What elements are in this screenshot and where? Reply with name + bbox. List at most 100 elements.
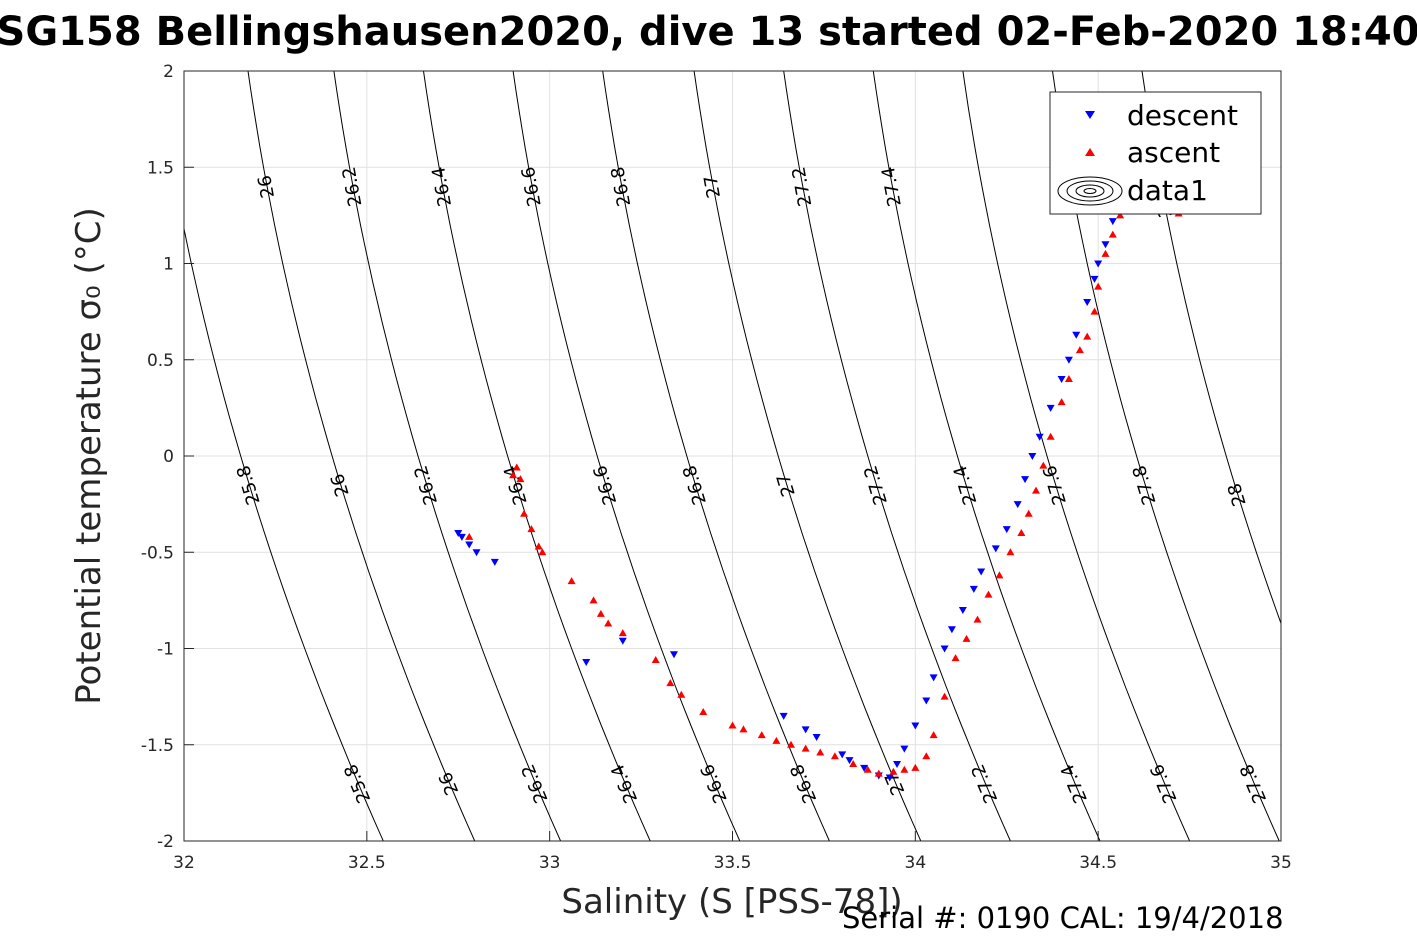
density-contour-label: 27 xyxy=(700,173,725,199)
ascent-point xyxy=(940,692,949,700)
ascent-point xyxy=(739,725,748,733)
ascent-point xyxy=(534,542,543,550)
density-contour-label: 26 xyxy=(435,769,463,798)
descent-point xyxy=(618,637,627,645)
series-ascent xyxy=(465,209,1183,777)
ascent-point xyxy=(1006,548,1015,556)
density-contour-line xyxy=(962,71,1191,841)
ascent-point xyxy=(1057,398,1066,406)
density-contour-label: 26.8 xyxy=(786,761,821,806)
density-contour-label: 26.8 xyxy=(679,463,711,507)
ascent-point xyxy=(512,463,521,471)
descent-point xyxy=(472,549,481,557)
descent-point xyxy=(1046,404,1055,412)
density-contour-line xyxy=(872,71,1101,841)
density-contour-label: 26.2 xyxy=(410,463,442,507)
descent-point xyxy=(454,530,463,537)
density-contour-line xyxy=(693,71,922,841)
density-contour-label: 25.8 xyxy=(340,761,375,806)
ascent-point xyxy=(1039,461,1048,469)
descent-point xyxy=(969,585,978,593)
descent-point xyxy=(1090,275,1099,283)
ascent-point xyxy=(596,609,605,617)
density-contour-labels: 25.825.826262626.226.226.226.426.426.426… xyxy=(233,165,1271,806)
descent-point xyxy=(1083,299,1092,306)
density-contour-label: 27.2 xyxy=(967,761,1002,806)
ascent-point xyxy=(900,765,909,773)
density-contours xyxy=(184,71,1281,841)
ascent-point xyxy=(863,765,872,773)
ascent-point xyxy=(1094,282,1103,290)
ascent-point xyxy=(849,760,858,767)
descent-point xyxy=(893,761,902,768)
density-contour-line xyxy=(184,226,384,841)
ascent-point xyxy=(699,708,708,716)
legend-data1-icon xyxy=(1057,176,1123,206)
density-contour-label: 27.4 xyxy=(950,463,982,507)
serial-calibration-text: Serial #: 0190 CAL: 19/4/2018 xyxy=(842,901,1284,935)
ascent-point xyxy=(1116,211,1125,219)
ascent-point xyxy=(889,767,898,775)
density-contour-line xyxy=(247,71,476,841)
descent-point xyxy=(977,568,986,576)
ascent-point xyxy=(1083,332,1092,340)
ascent-point xyxy=(830,752,839,760)
ascent-point xyxy=(951,654,960,662)
descent-point xyxy=(1094,260,1103,268)
density-contour-label: 27.6 xyxy=(1039,463,1071,507)
ascent-point xyxy=(787,740,796,748)
x-tick-label: 32.5 xyxy=(348,853,386,873)
descent-point xyxy=(1013,501,1022,509)
ascent-point xyxy=(973,615,982,623)
chart-title: SG158 Bellingshausen2020, dive 13 starte… xyxy=(0,9,1417,55)
ascent-point xyxy=(816,748,825,756)
density-contour-label: 26.2 xyxy=(518,761,553,806)
x-tick-label: 34 xyxy=(905,853,927,873)
descent-point xyxy=(1002,526,1011,534)
y-tick-label: 0.5 xyxy=(147,351,174,371)
ascent-point xyxy=(677,690,686,698)
descent-point xyxy=(812,734,821,742)
ascent-point xyxy=(509,471,518,479)
density-contour-label: 27.4 xyxy=(1057,761,1092,806)
density-contour-label: 27.4 xyxy=(878,165,906,208)
density-contour-label: 25.8 xyxy=(233,463,265,507)
ascent-point xyxy=(772,736,781,744)
density-contour-label: 27.8 xyxy=(1129,463,1161,507)
density-contour-label: 26.6 xyxy=(590,463,622,507)
ascent-point xyxy=(801,744,810,752)
ascent-point xyxy=(1108,230,1117,238)
y-axis-ticks: -2 -1.5 -1 -0.5 0 0.5 1 1.5 2 xyxy=(141,62,194,852)
ascent-point xyxy=(516,475,525,483)
density-contour-line xyxy=(602,71,830,841)
density-contour-line xyxy=(423,71,651,841)
x-axis-label: Salinity (S [PSS-78]) xyxy=(561,882,902,922)
ascent-point xyxy=(538,548,547,556)
density-contour-line xyxy=(512,71,741,841)
descent-point xyxy=(885,774,894,782)
ascent-point xyxy=(1024,509,1033,517)
descent-point xyxy=(465,541,474,549)
density-contour-line xyxy=(783,71,1011,841)
descent-point xyxy=(991,545,1000,553)
ascent-point xyxy=(1101,249,1110,257)
density-contour-label: 26.8 xyxy=(607,165,635,208)
density-contour-line xyxy=(333,71,562,841)
descent-point xyxy=(1035,433,1044,441)
density-contour-label: 27.6 xyxy=(1147,761,1182,806)
density-contour-label: 27.2 xyxy=(788,165,816,208)
descent-point xyxy=(947,626,956,634)
ascent-point xyxy=(1075,346,1084,354)
y-tick-label: -0.5 xyxy=(141,543,174,563)
legend[interactable]: descent ascent data1 xyxy=(1049,91,1262,215)
density-contour-label: 27 xyxy=(773,471,800,499)
descent-point xyxy=(669,651,678,659)
legend-ascent-label: ascent xyxy=(1127,136,1220,169)
y-tick-label: 0 xyxy=(163,447,174,467)
ascent-point xyxy=(1017,529,1026,536)
ascent-point xyxy=(604,619,613,627)
descent-point xyxy=(911,722,920,730)
legend-descent-label: descent xyxy=(1127,99,1238,132)
ascent-point xyxy=(1090,307,1099,315)
ascent-point xyxy=(995,571,1004,579)
